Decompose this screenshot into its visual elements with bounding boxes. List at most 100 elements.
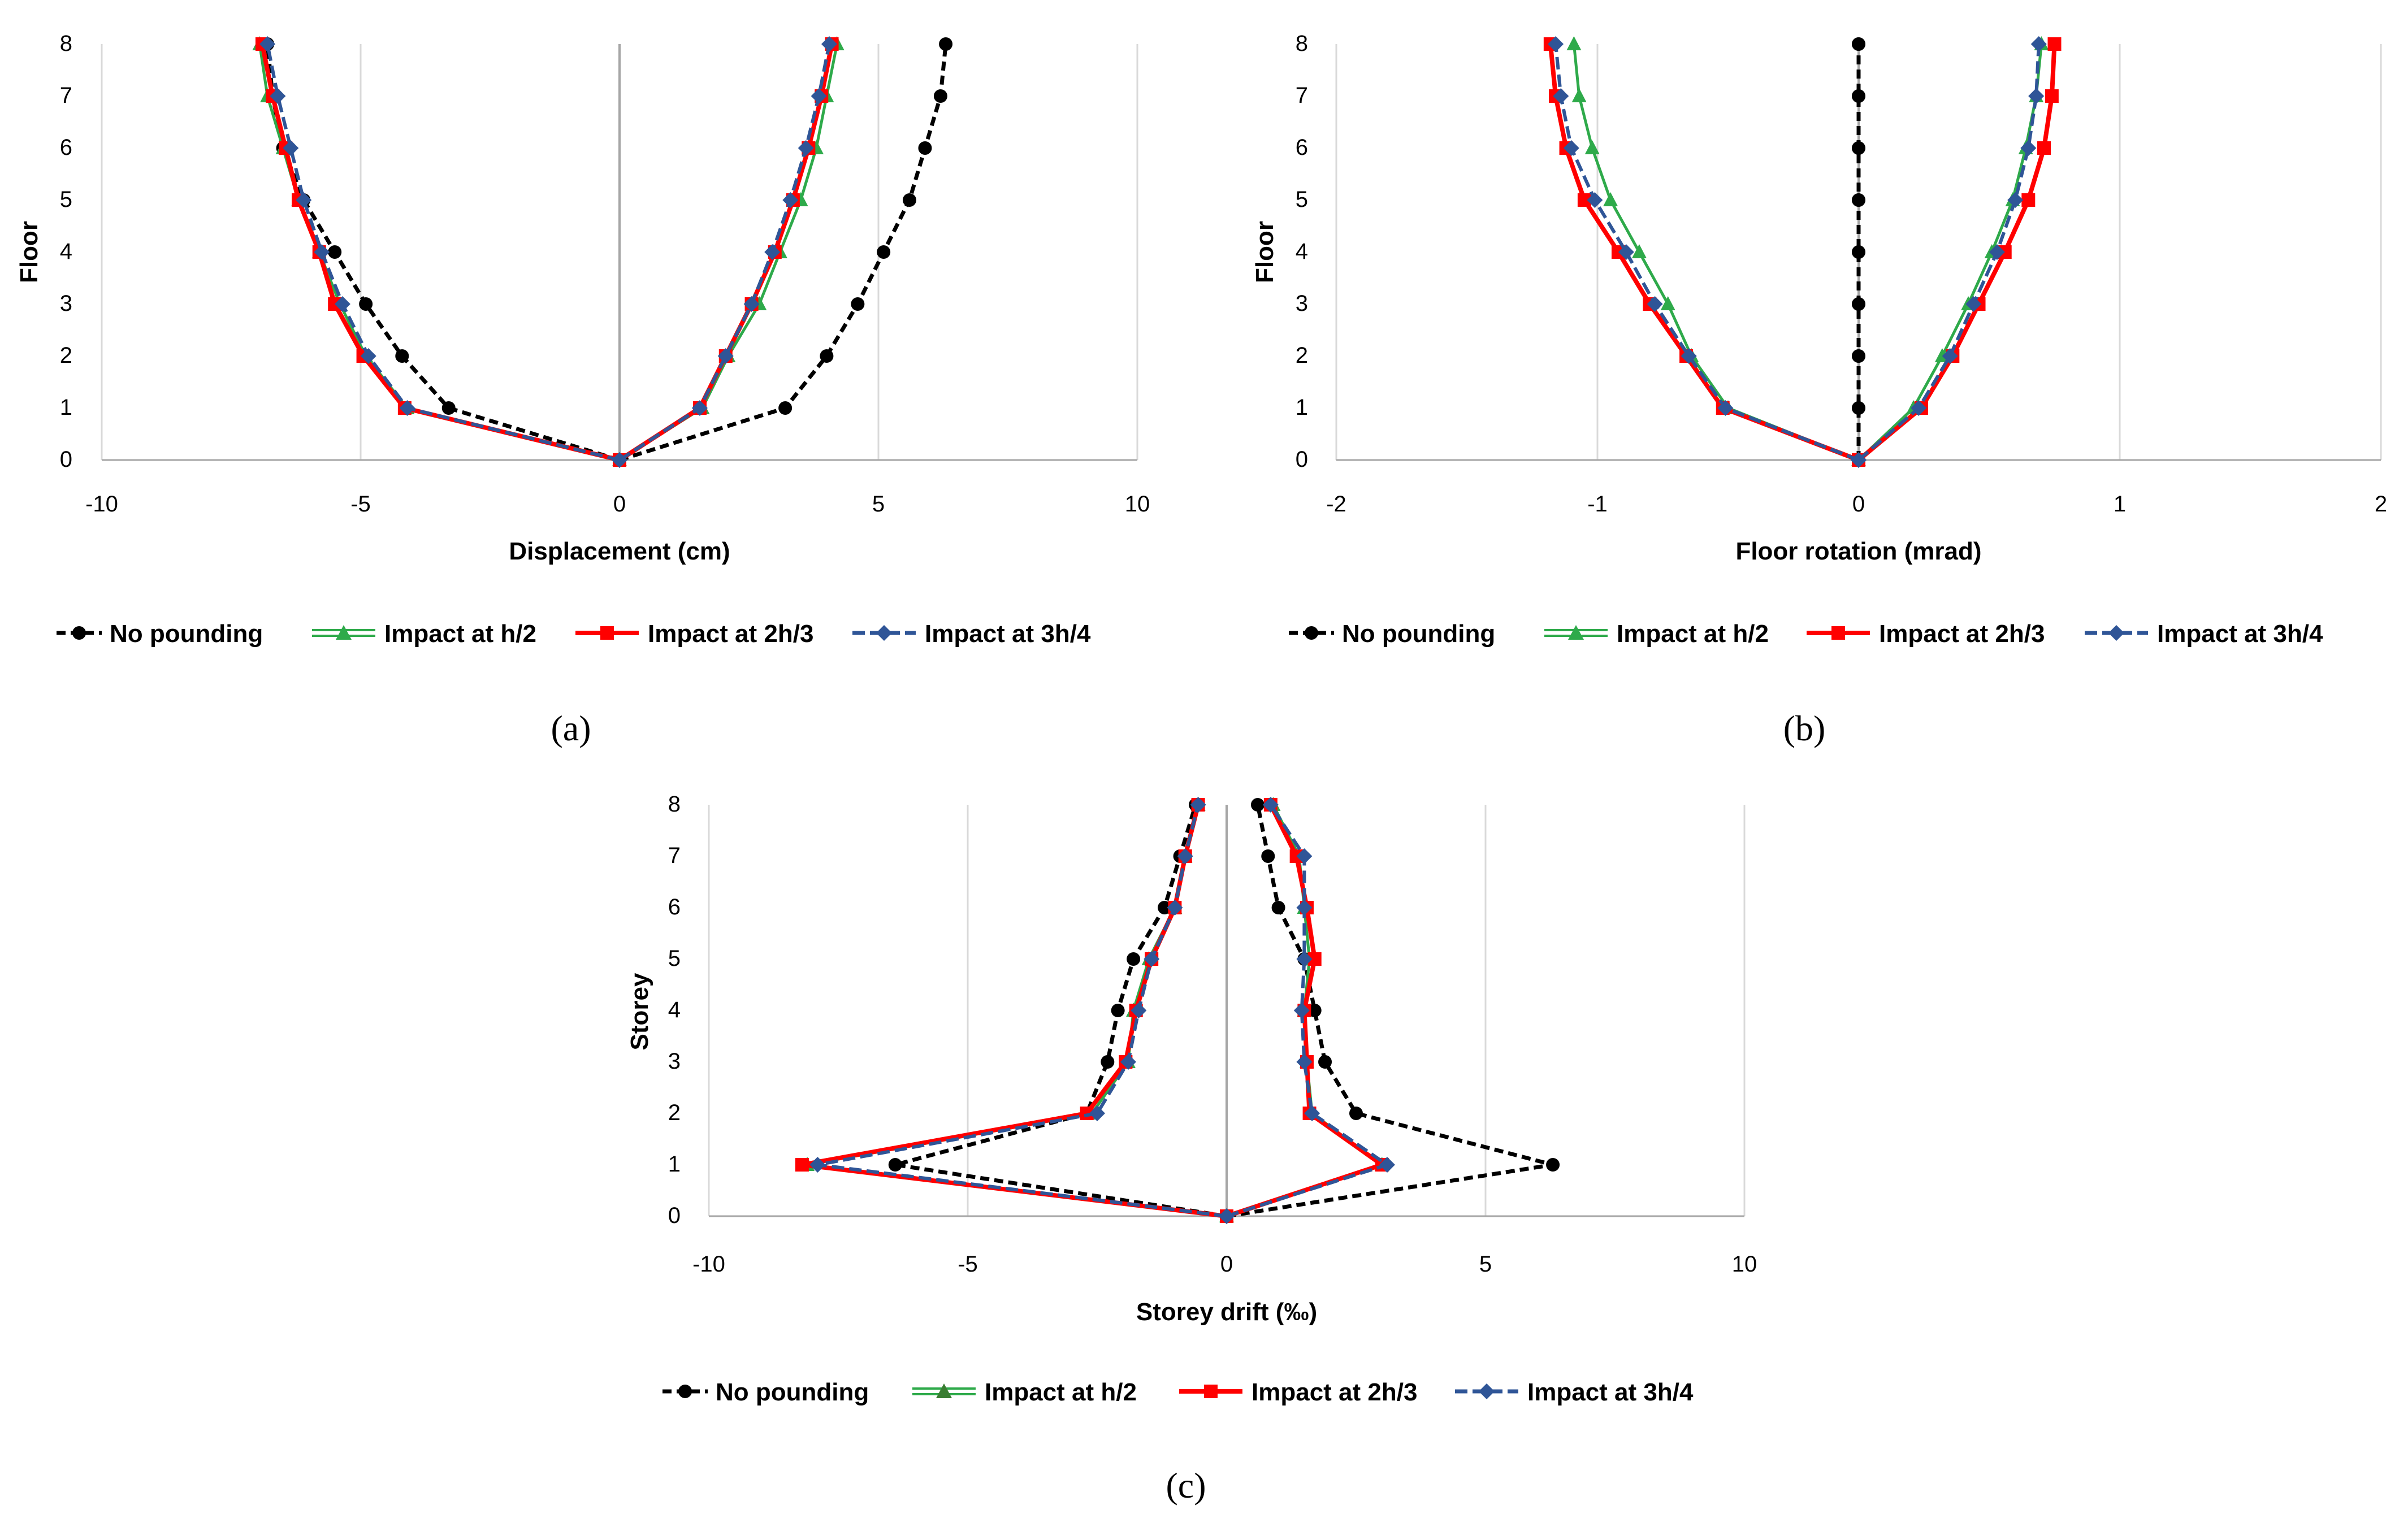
data-point-impact-h2	[1571, 88, 1587, 102]
x-tick-label: 5	[1479, 1252, 1492, 1277]
y-tick-label: 2	[668, 1100, 681, 1125]
plot-area-c	[708, 797, 1746, 1224]
data-point-impact-3h4	[798, 140, 814, 156]
legend-label-no-pounding: No pounding	[110, 620, 263, 648]
legend-marker-impact-3h4	[2108, 625, 2124, 641]
x-tick-label: 2	[2375, 492, 2387, 517]
panel-caption-c: (c)	[1166, 1465, 1206, 1506]
legend-marker-impact-2h3	[600, 626, 614, 640]
y-tick-label: 4	[1296, 239, 1308, 264]
data-point-no-pounding	[1852, 401, 1865, 415]
plot-area-a	[101, 36, 1138, 468]
data-point-impact-2h3	[2045, 89, 2059, 103]
data-point-impact-3h4	[1262, 797, 1279, 813]
plot-area-b	[1335, 36, 2382, 468]
y-tick-label: 0	[1296, 447, 1308, 472]
data-point-impact-2h3	[795, 1158, 809, 1172]
data-point-impact-3h4	[717, 348, 734, 364]
series-line-impact-3h4-positive	[1857, 44, 2041, 462]
data-point-no-pounding	[778, 401, 793, 415]
y-tick-label: 3	[60, 291, 72, 316]
data-point-impact-3h4	[1563, 140, 1579, 156]
data-point-impact-3h4	[1618, 244, 1634, 260]
data-point-no-pounding	[902, 193, 916, 207]
series-line-impact-3h4-negative	[816, 804, 1227, 1218]
y-tick-label: 6	[668, 895, 681, 919]
data-point-impact-3h4	[809, 1157, 826, 1173]
x-tick-label: -2	[1326, 492, 1346, 517]
legend-marker-impact-h2	[1568, 625, 1584, 640]
legend-label-impact-h2: Impact at h/2	[384, 620, 536, 648]
y-axis-title: Floor	[15, 221, 43, 283]
y-tick-label: 0	[668, 1203, 681, 1228]
data-point-impact-3h4	[1989, 244, 2005, 260]
panel-caption-b: (b)	[1783, 708, 1826, 748]
x-tick-label: -10	[692, 1252, 725, 1277]
data-point-impact-3h4	[1190, 797, 1206, 813]
data-point-impact-h2	[1584, 140, 1600, 154]
legend: No pounding Impact at h/2 Impact at 2h/3…	[1289, 620, 2323, 648]
data-point-no-pounding	[1307, 1004, 1322, 1017]
y-tick-label: 3	[668, 1049, 681, 1074]
series-line-impact-3h4-negative	[1554, 44, 1860, 462]
series-line-impact-3h4-positive	[618, 44, 831, 462]
y-tick-label: 1	[1296, 395, 1308, 420]
data-point-impact-3h4	[399, 400, 415, 416]
y-tick-label: 7	[668, 843, 681, 868]
data-point-impact-3h4	[782, 192, 799, 208]
data-point-no-pounding	[1852, 297, 1865, 311]
series-line-impact-3h4-positive	[1226, 804, 1389, 1218]
data-point-impact-3h4	[1851, 452, 1867, 468]
panel-c: -10 -5 0 5 10 0 1 2 3 4 5 6 7 8 Storey d…	[626, 792, 1757, 1506]
series-line-no-pounding-positive	[1226, 804, 1555, 1218]
data-point-impact-3h4	[1304, 1105, 1320, 1121]
data-point-no-pounding	[1349, 1107, 1363, 1120]
y-tick-label: 7	[1296, 83, 1308, 108]
legend: No pounding Impact at h/2 Impact at 2h/3…	[662, 1378, 1694, 1406]
y-tick-label: 1	[668, 1152, 681, 1177]
legend-label-impact-3h4: Impact at 3h/4	[2157, 620, 2323, 648]
data-point-impact-3h4	[1144, 951, 1160, 967]
legend-label-impact-2h3: Impact at 2h/3	[1879, 620, 2045, 648]
data-point-no-pounding	[1111, 1004, 1125, 1017]
data-point-impact-h2	[1660, 296, 1675, 310]
data-point-no-pounding	[1852, 245, 1865, 259]
x-tick-label: 10	[1732, 1252, 1757, 1277]
legend-marker-impact-3h4	[876, 625, 892, 641]
x-axis-title: Floor rotation (mrad)	[1735, 537, 1981, 565]
data-point-no-pounding	[441, 401, 456, 415]
x-tick-label: -1	[1587, 492, 1608, 517]
data-point-impact-3h4	[2030, 36, 2047, 52]
data-point-no-pounding	[1318, 1055, 1332, 1069]
y-tick-label: 6	[1296, 135, 1308, 160]
series-line-impact-h2-positive	[618, 44, 839, 462]
data-point-no-pounding	[395, 349, 409, 363]
data-point-impact-3h4	[612, 452, 627, 468]
data-point-impact-3h4	[360, 348, 376, 364]
x-tick-label: 10	[1125, 492, 1150, 517]
y-tick-label: 2	[1296, 343, 1308, 368]
y-tick-label: 8	[1296, 31, 1308, 56]
data-point-impact-3h4	[1553, 88, 1569, 104]
data-point-no-pounding	[1261, 849, 1275, 863]
legend-marker-no-pounding	[72, 626, 86, 640]
x-tick-label: 0	[613, 492, 626, 517]
legend-marker-impact-h2	[336, 625, 352, 640]
legend-label-no-pounding: No pounding	[1342, 620, 1495, 648]
legend-marker-no-pounding	[1305, 626, 1318, 640]
panel-b: -2 -1 0 1 2 0 1 2 3 4 5 6 7 8 Floor rota…	[1251, 31, 2387, 748]
data-point-impact-3h4	[1177, 848, 1193, 864]
legend-label-impact-h2: Impact at h/2	[1617, 620, 1769, 648]
data-point-impact-3h4	[821, 36, 837, 52]
data-point-impact-h2	[1603, 192, 1618, 206]
y-tick-label: 4	[60, 239, 72, 264]
panel-caption-a: (a)	[551, 708, 591, 748]
data-point-no-pounding	[877, 245, 891, 259]
series-line-no-pounding-negative	[893, 804, 1227, 1218]
y-axis-title: Storey	[626, 973, 653, 1050]
data-point-no-pounding	[933, 89, 947, 103]
y-tick-label: 5	[60, 187, 72, 212]
data-point-no-pounding	[1852, 37, 1865, 51]
legend-label-no-pounding: No pounding	[716, 1378, 869, 1406]
